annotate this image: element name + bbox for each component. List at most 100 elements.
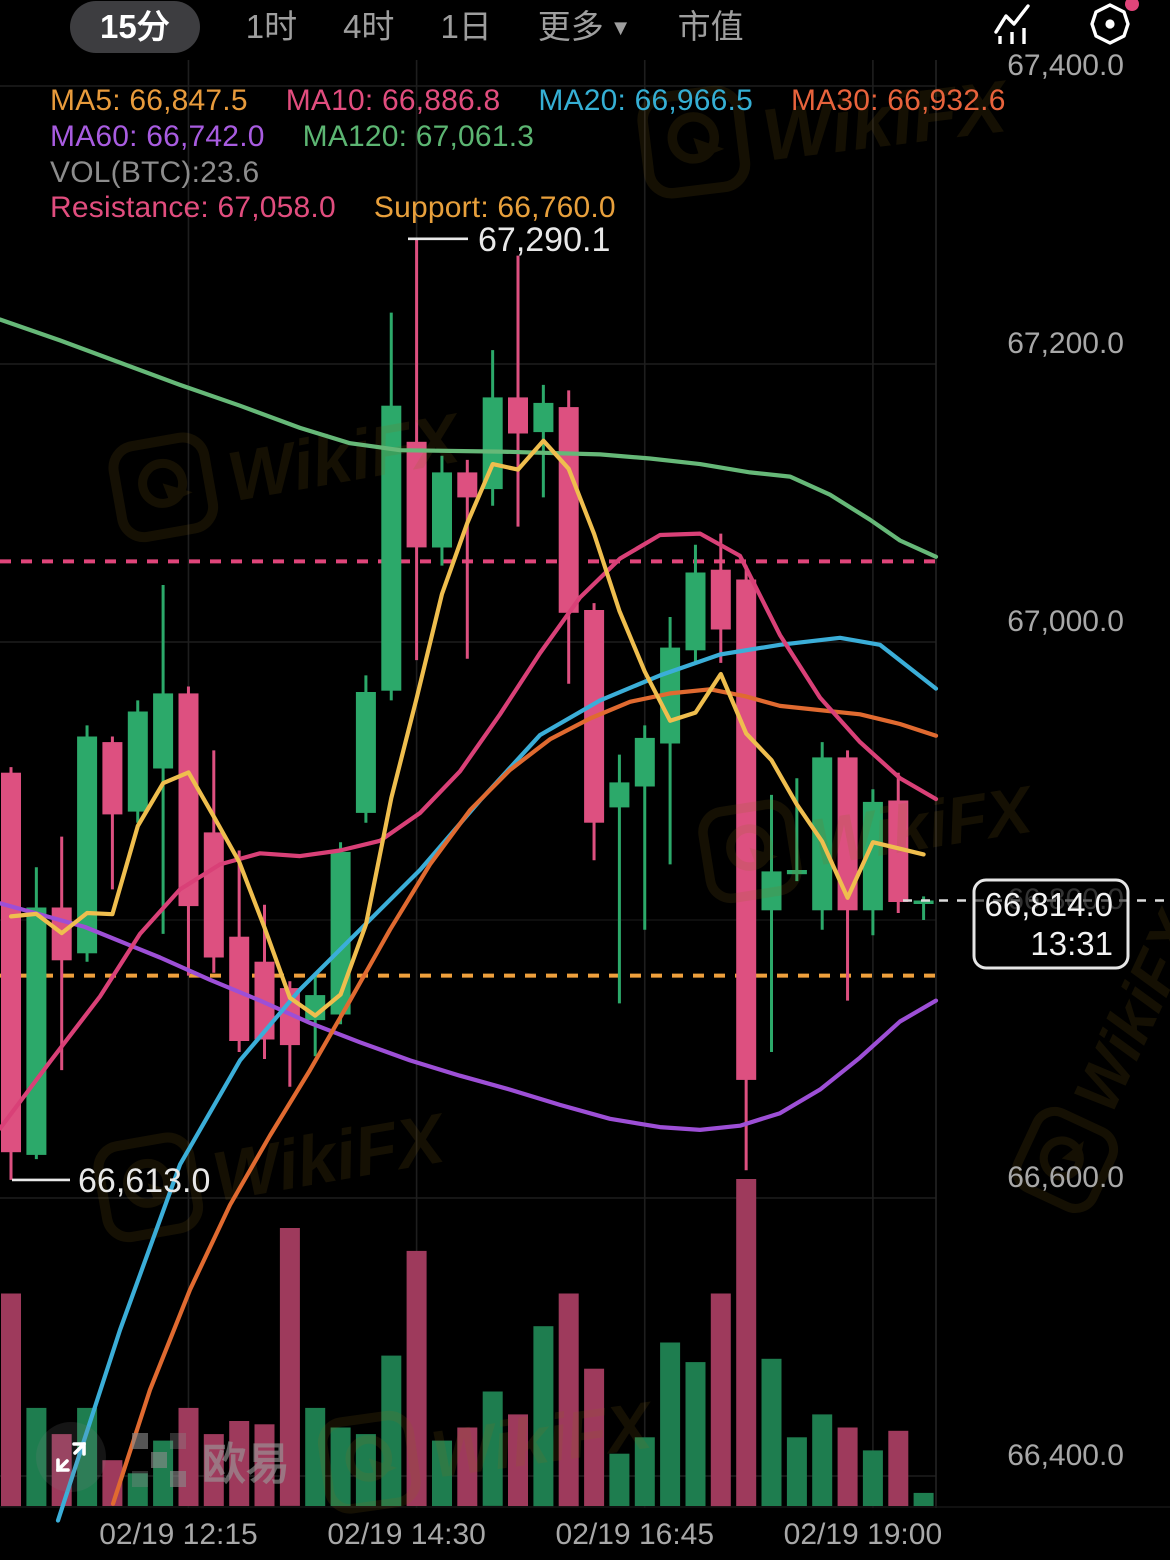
candle: [533, 402, 554, 433]
ma10-line: [0, 531, 939, 1131]
candle: [102, 742, 123, 815]
indicator-row-4: Resistance: 67,058.0 Support: 66,760.0: [50, 191, 654, 225]
settings-icon[interactable]: [1088, 0, 1139, 46]
price-axis-label: 66,600.0: [1007, 1161, 1124, 1194]
indicator-value: MA30: 66,932.6: [790, 84, 1006, 117]
candle: [710, 569, 731, 630]
wikifx-watermark: WikiFX: [637, 64, 1015, 199]
volume-bar: [837, 1427, 858, 1506]
volume-bar: [229, 1421, 250, 1506]
timeframe-tab-3[interactable]: 4时: [343, 8, 395, 45]
volume-bar: [660, 1342, 681, 1506]
candle: [26, 907, 47, 1155]
volume-bar: [786, 1437, 807, 1506]
volume-bar: [533, 1326, 554, 1507]
fullscreen-toggle-button[interactable]: [36, 1422, 106, 1492]
candle: [736, 579, 757, 1080]
time-axis-label: 02/19 14:30: [327, 1518, 485, 1551]
volume-bar: [381, 1355, 402, 1506]
candle: [837, 757, 858, 911]
svg-text:WikiFX: WikiFX: [222, 398, 469, 516]
time-axis-label: 02/19 12:15: [99, 1518, 257, 1551]
svg-text:13:31: 13:31: [1030, 925, 1113, 962]
timeframe-tab-5[interactable]: 更多 ▼: [537, 7, 632, 45]
candle: [1, 772, 21, 1153]
candle: [457, 472, 478, 498]
volume-bar: [888, 1430, 909, 1506]
candle: [178, 693, 199, 907]
volume-bar: [457, 1427, 478, 1506]
indicator-value: Resistance: 67,058.0: [50, 191, 336, 224]
candle: [77, 736, 98, 954]
price-axis-labels: 67,400.067,200.067,000.066,800.066,600.0…: [1007, 49, 1124, 1472]
candle: [355, 692, 376, 813]
candle: [127, 711, 148, 812]
volume-bar: [305, 1407, 326, 1506]
timeframe-tab-4[interactable]: 1日: [440, 8, 492, 45]
volume-bar: [913, 1492, 934, 1506]
volume-bar: [862, 1450, 883, 1506]
timeframe-tab-2[interactable]: 1时: [245, 8, 298, 45]
candle: [203, 832, 224, 958]
svg-text:66,613.0: 66,613.0: [78, 1162, 210, 1200]
volume-bar: [26, 1407, 47, 1506]
timeframe-tab-1[interactable]: 15分: [70, 1, 200, 53]
volume-bar: [558, 1293, 579, 1507]
volume-bar: [77, 1407, 98, 1506]
svg-text:66,814.0: 66,814.0: [985, 886, 1113, 923]
current-price-tag: 66,814.0 13:31: [972, 878, 1130, 970]
timeframe-tab-6[interactable]: 市值: [677, 8, 744, 45]
candle: [862, 801, 883, 911]
indicator-value: Support: 66,760.0: [373, 191, 616, 224]
ma30-line: [110, 687, 939, 1506]
candle: [913, 900, 934, 904]
dropdown-caret-icon: ▼: [609, 14, 632, 40]
volume-bar: [710, 1293, 731, 1507]
volume-bar: [584, 1368, 605, 1506]
candle: [761, 871, 782, 911]
notification-dot: [1125, 0, 1139, 11]
candle: [406, 441, 427, 548]
candle: [432, 472, 452, 548]
candle: [381, 405, 402, 691]
time-axis-labels: 02/19 12:15 02/19 14:30 02/19 16:45 02/19 1…: [99, 1518, 942, 1551]
candle: [812, 757, 833, 911]
price-axis-label: 66,400.0: [1007, 1439, 1124, 1472]
price-axis-label: 67,200.0: [1007, 327, 1124, 360]
timeframe-tabs: 15分 1时 4时 1日 更多 ▼ 市值: [0, 1, 744, 53]
volume-bar: [634, 1437, 655, 1506]
okx-brand-watermark: 欧易: [130, 1428, 290, 1492]
time-axis-label: 02/19 16:45: [556, 1518, 714, 1551]
volume-bar: [203, 1434, 224, 1506]
candles: [1, 238, 934, 1180]
price-axis-label: 67,400.0: [1007, 49, 1124, 82]
okx-logo-icon: [132, 1433, 186, 1487]
okx-brand-label: 欧易: [202, 1440, 290, 1489]
candle: [508, 397, 528, 434]
volume-bar: [761, 1358, 782, 1506]
volume-bar: [736, 1179, 757, 1506]
volume-bar: [355, 1434, 376, 1506]
svg-text:67,290.1: 67,290.1: [478, 221, 610, 259]
chart-type-icon[interactable]: [992, 2, 1036, 46]
volume-bar: [279, 1228, 300, 1506]
indicator-value: MA120: 67,061.3: [302, 120, 535, 153]
indicator-row-3: VOL(BTC):23.6: [50, 156, 297, 190]
time-axis-label: 02/19 19:00: [784, 1518, 942, 1551]
volume-bar: [685, 1362, 706, 1506]
svg-text:WikiFX: WikiFX: [758, 64, 1015, 177]
candle: [153, 693, 174, 769]
indicator-row-1: MA5: 66,847.5 MA10: 66,886.8 MA20: 66,966.…: [50, 84, 1044, 118]
volume-bar: [482, 1391, 503, 1506]
candle: [685, 572, 706, 651]
volume-bar: [432, 1440, 452, 1506]
high-price-marker: 67,290.1: [408, 221, 610, 259]
indicator-value: MA10: 66,886.8: [285, 84, 501, 117]
candle: [609, 782, 630, 808]
volume-bars: [1, 1179, 934, 1507]
candle: [786, 870, 807, 875]
volume-bar: [1, 1293, 21, 1507]
volume-bar: [406, 1250, 427, 1506]
